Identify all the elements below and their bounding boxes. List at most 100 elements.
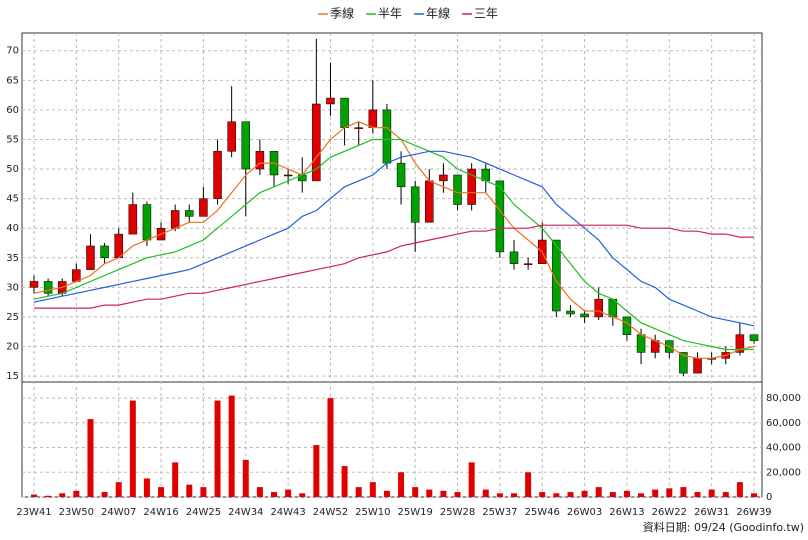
volume-bar bbox=[143, 478, 150, 497]
volume-bar bbox=[341, 466, 348, 497]
candle-body bbox=[749, 334, 759, 341]
volume-bar bbox=[398, 472, 405, 497]
y-tick-label: 65 bbox=[6, 75, 19, 86]
volume-bar bbox=[736, 482, 743, 497]
y-tick-label: 50 bbox=[6, 164, 19, 175]
volume-bar bbox=[355, 487, 362, 497]
x-tick-label: 24W34 bbox=[228, 507, 263, 518]
x-tick-label: 26W22 bbox=[652, 507, 687, 518]
candle-body bbox=[439, 174, 448, 182]
y-tick-label: 60 bbox=[6, 105, 19, 116]
volume-bar bbox=[369, 482, 376, 497]
volume-bar bbox=[214, 400, 221, 497]
volume-bar bbox=[313, 445, 320, 497]
volume-bar bbox=[539, 492, 546, 497]
candle-body bbox=[523, 263, 533, 265]
volume-bar bbox=[581, 490, 588, 497]
candle-body bbox=[114, 233, 123, 259]
legend-label: 季線 bbox=[330, 6, 354, 21]
volume-bar bbox=[638, 493, 645, 497]
volume-bar bbox=[722, 492, 729, 497]
volume-bar bbox=[511, 493, 517, 497]
x-tick-label: 25W37 bbox=[482, 507, 517, 518]
volume-bar bbox=[242, 459, 249, 497]
candle-body bbox=[679, 352, 688, 374]
volume-bar bbox=[751, 493, 757, 497]
x-tick-label: 24W52 bbox=[313, 507, 348, 518]
y-tick-label: 70 bbox=[6, 46, 19, 57]
candle-body bbox=[396, 162, 406, 188]
volume-bar bbox=[172, 462, 179, 497]
candle-body bbox=[382, 109, 392, 164]
candle-body bbox=[170, 210, 180, 229]
y-tick-label: 25 bbox=[6, 312, 19, 323]
volume-bar bbox=[285, 489, 292, 497]
candle-body bbox=[410, 186, 420, 223]
legend-label: 三年 bbox=[474, 7, 498, 21]
candle-body bbox=[425, 180, 434, 223]
x-tick-label: 24W07 bbox=[101, 507, 136, 518]
x-tick-label: 25W19 bbox=[398, 507, 433, 518]
volume-bar bbox=[623, 490, 630, 497]
ma-line bbox=[33, 121, 755, 359]
x-tick-label: 26W39 bbox=[736, 507, 771, 518]
y-tick-label: 20 bbox=[6, 342, 19, 353]
volume-bar bbox=[468, 462, 475, 497]
volume-bar bbox=[652, 489, 659, 497]
x-tick-label: 26W03 bbox=[567, 507, 602, 518]
volume-frame bbox=[21, 381, 763, 498]
y-tick-label: 30 bbox=[6, 282, 19, 293]
volume-bar bbox=[299, 493, 306, 497]
x-tick-label: 25W10 bbox=[355, 507, 390, 518]
volume-bar bbox=[45, 495, 52, 497]
volume-bar bbox=[73, 490, 80, 497]
candle-body bbox=[199, 198, 208, 217]
candle-body bbox=[552, 239, 561, 312]
y-tick-label: 45 bbox=[6, 194, 19, 205]
x-tick-label: 23W41 bbox=[16, 507, 51, 518]
candle-body bbox=[354, 127, 363, 129]
volume-bar bbox=[129, 400, 136, 497]
ma-line bbox=[33, 150, 755, 327]
volume-bar bbox=[595, 487, 602, 497]
y-tick-label: 55 bbox=[6, 134, 19, 145]
x-tick-label: 25W46 bbox=[525, 507, 560, 518]
candle-body bbox=[100, 245, 109, 259]
source-note: 資料日期: 09/24 (Goodinfo.tw) bbox=[643, 520, 804, 534]
candle-body bbox=[185, 210, 194, 217]
candle-body bbox=[340, 97, 349, 128]
y-tick-label: 15 bbox=[6, 371, 19, 382]
x-tick-label: 24W25 bbox=[186, 507, 221, 518]
candle-body bbox=[566, 310, 575, 315]
candle-body bbox=[594, 298, 603, 318]
x-tick-label: 25W28 bbox=[440, 507, 475, 518]
candle-body bbox=[509, 251, 519, 264]
volume-bar bbox=[454, 492, 461, 497]
candle-body bbox=[241, 121, 251, 170]
candle-body bbox=[283, 174, 293, 177]
volume-bar bbox=[186, 484, 193, 497]
ma-line bbox=[34, 224, 754, 309]
volume-bar bbox=[383, 490, 390, 497]
volume-bar bbox=[59, 493, 66, 497]
candle-body bbox=[142, 204, 152, 241]
candle-body bbox=[693, 358, 702, 374]
candle-body bbox=[467, 168, 476, 205]
candle-body bbox=[227, 121, 236, 152]
y2-tick-label: 40,000 bbox=[766, 443, 801, 454]
candle-body bbox=[86, 245, 95, 270]
x-tick-label: 26W13 bbox=[609, 507, 644, 518]
volume-bar bbox=[412, 487, 419, 497]
y2-tick-label: 20,000 bbox=[766, 467, 801, 478]
candle-body bbox=[29, 281, 39, 288]
candle-body bbox=[43, 281, 53, 294]
candle-body bbox=[312, 103, 321, 182]
candle-body bbox=[636, 334, 646, 353]
volume-bar bbox=[256, 487, 263, 497]
x-tick-label: 23W50 bbox=[59, 507, 94, 518]
candle-body bbox=[368, 109, 378, 128]
candle-body bbox=[735, 334, 745, 353]
volume-bar bbox=[482, 489, 489, 497]
volume-bar bbox=[200, 487, 207, 497]
y-tick-label: 35 bbox=[6, 253, 19, 264]
